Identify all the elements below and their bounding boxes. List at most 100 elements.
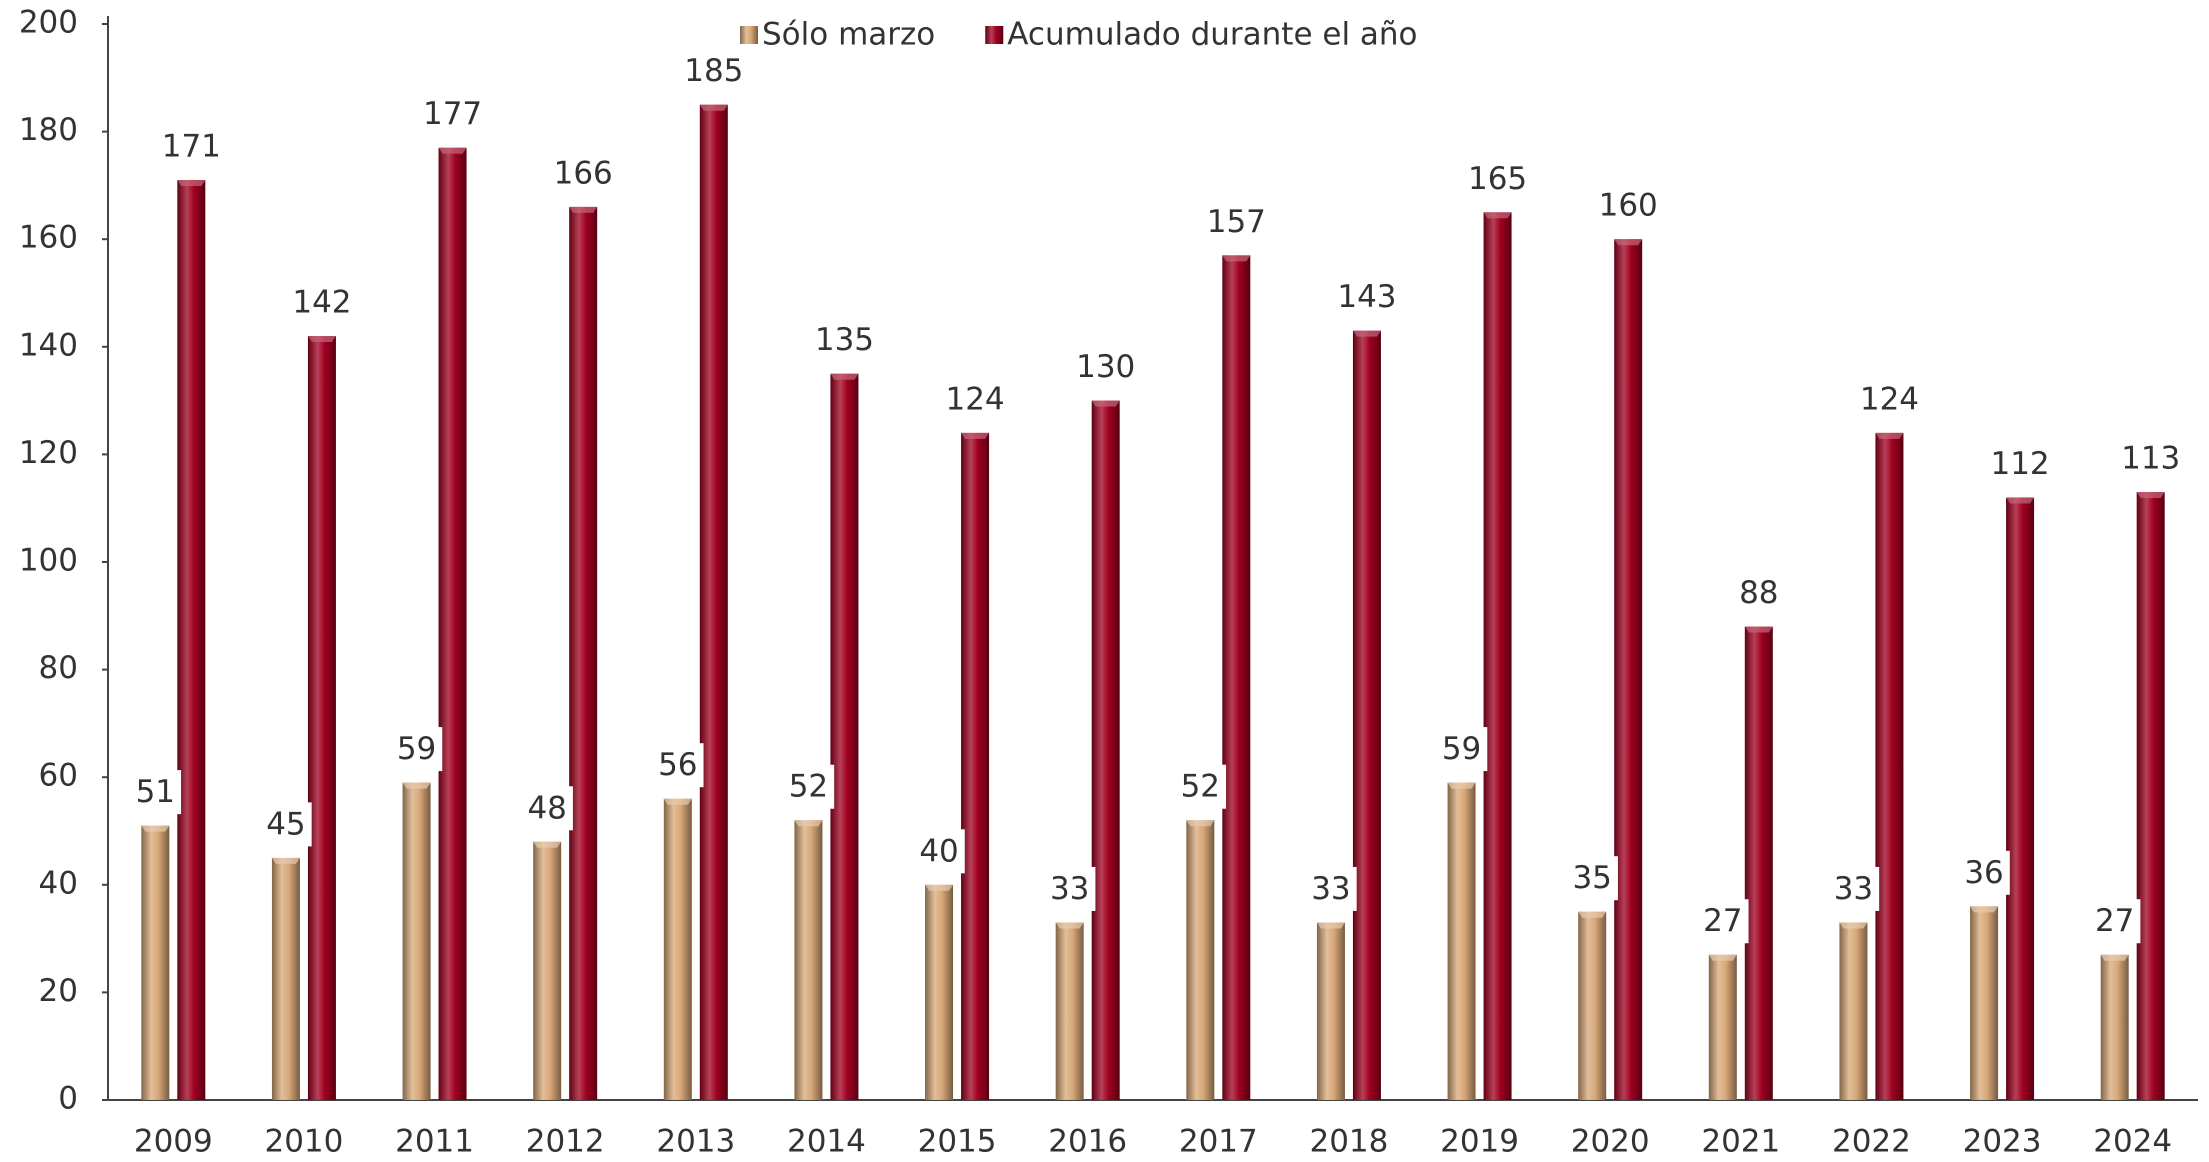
bar-cap	[1055, 922, 1084, 929]
bar-cap	[961, 432, 990, 439]
x-tick-label: 2022	[1832, 1124, 1911, 1160]
bar	[1091, 400, 1120, 1101]
bar-cap	[1614, 239, 1643, 246]
label-bg	[1435, 727, 1488, 772]
label-bg	[1174, 764, 1227, 809]
x-tick-label: 2019	[1440, 1124, 1519, 1160]
x-tick-label: 2015	[918, 1124, 997, 1160]
label-bg	[155, 124, 227, 169]
bar	[1483, 212, 1512, 1101]
legend-swatch	[740, 26, 758, 44]
data-label: 165	[1468, 161, 1527, 197]
bar-cap	[533, 841, 562, 848]
x-tick-label: 2014	[787, 1124, 866, 1160]
legend-label: Sólo marzo	[762, 17, 935, 53]
x-tick-label: 2016	[1048, 1124, 1127, 1160]
data-label: 185	[684, 53, 743, 89]
bar-cap	[307, 336, 336, 343]
data-label: 59	[397, 731, 436, 767]
bar-cap	[1447, 782, 1476, 789]
label-bg	[1697, 899, 1749, 944]
label-bg	[1827, 866, 1880, 911]
x-tick-label: 2018	[1309, 1124, 1388, 1160]
label-bg	[1566, 856, 1618, 901]
data-label: 27	[1703, 903, 1742, 939]
bar-cap	[1483, 212, 1512, 219]
data-label: 160	[1599, 188, 1658, 224]
bar	[925, 884, 954, 1100]
label-bg	[416, 92, 489, 137]
data-label: 112	[1990, 446, 2049, 482]
data-label: 33	[1834, 871, 1873, 907]
y-tick-label: 140	[19, 327, 78, 363]
label-bg	[1853, 377, 1926, 422]
bar	[830, 373, 859, 1100]
label-bg	[1592, 183, 1664, 228]
y-tick-label: 120	[19, 435, 78, 471]
label-bg	[129, 770, 182, 815]
data-label: 52	[789, 769, 828, 805]
bar	[1614, 239, 1643, 1100]
bar-cap	[1839, 922, 1868, 929]
label-bg	[1200, 199, 1272, 244]
label-bg	[2115, 436, 2187, 481]
data-label: 36	[1964, 855, 2003, 891]
bar	[1708, 954, 1737, 1100]
bar-cap	[1222, 255, 1251, 262]
bar-cap	[699, 104, 728, 111]
label-bg	[939, 377, 1011, 422]
bar	[1447, 782, 1476, 1100]
label-bg	[782, 764, 835, 809]
data-label: 35	[1572, 860, 1611, 896]
bar-cap	[794, 820, 823, 827]
y-tick-label: 20	[39, 973, 78, 1009]
label-bg	[521, 786, 573, 831]
x-tick-label: 2012	[526, 1124, 605, 1160]
x-tick-label: 2024	[2093, 1124, 2172, 1160]
data-label: 88	[1739, 575, 1778, 611]
bar	[177, 180, 206, 1100]
bar-cap	[830, 373, 859, 380]
bar	[699, 104, 728, 1100]
bar-cap	[2136, 492, 2165, 499]
bar-cap	[1352, 330, 1381, 337]
bar-cap	[1186, 820, 1215, 827]
bar-cap	[1091, 400, 1120, 407]
bar-cap	[141, 825, 170, 832]
data-label: 45	[266, 806, 305, 842]
bar-cap	[271, 857, 300, 864]
bar	[1875, 432, 1904, 1100]
data-label: 48	[527, 790, 566, 826]
data-label: 166	[554, 155, 613, 191]
data-label: 157	[1207, 204, 1266, 240]
bar-cap	[1578, 911, 1607, 918]
y-tick-label: 0	[58, 1081, 78, 1117]
label-bg	[808, 318, 881, 363]
x-tick-label: 2021	[1701, 1124, 1780, 1160]
data-label: 52	[1181, 769, 1220, 805]
bar	[569, 206, 598, 1101]
label-bg	[652, 743, 704, 788]
label-bg	[1331, 275, 1403, 320]
bar	[1222, 255, 1251, 1101]
bar-cap	[1970, 906, 1999, 913]
bar-cap	[1744, 626, 1773, 633]
data-label: 171	[162, 129, 221, 165]
data-label: 143	[1337, 279, 1396, 315]
label-bg	[260, 802, 312, 847]
bar	[271, 857, 300, 1100]
bar-cap	[402, 782, 431, 789]
data-label: 40	[919, 833, 958, 869]
label-bg	[286, 280, 358, 325]
x-tick-label: 2010	[264, 1124, 343, 1160]
bar-cap	[1316, 922, 1345, 929]
bar	[533, 841, 562, 1100]
data-label: 51	[136, 774, 175, 810]
bar-cap	[569, 206, 598, 213]
bar	[961, 432, 990, 1100]
label-bg	[390, 727, 443, 772]
data-label: 124	[945, 381, 1004, 417]
label-bg	[1070, 345, 1142, 390]
legend-label: Acumulado durante el año	[1007, 17, 1417, 53]
